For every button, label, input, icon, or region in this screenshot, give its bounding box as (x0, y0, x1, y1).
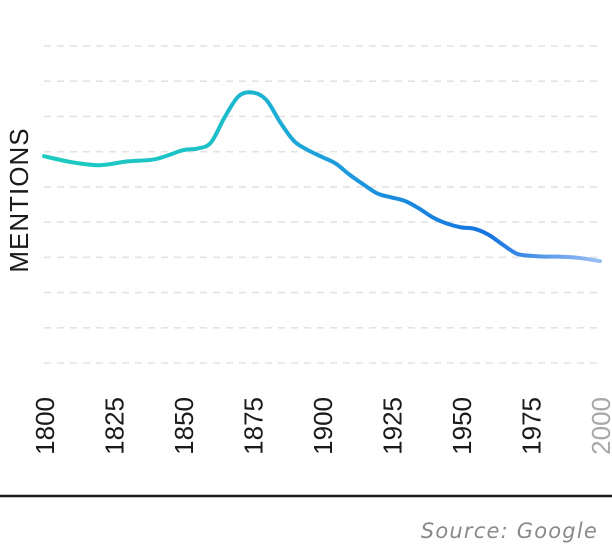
x-tick-label: 1900 (308, 397, 338, 455)
y-axis-title: MENTIONS (4, 127, 34, 272)
series-line (42, 90, 602, 264)
x-tick-label: 1825 (100, 397, 130, 455)
x-tick-label: 1925 (378, 397, 408, 455)
x-tick-label: 1800 (30, 397, 60, 455)
series-group (42, 90, 602, 264)
x-tick-label: 1975 (517, 397, 547, 455)
x-tick-label: 1875 (239, 397, 269, 455)
source-note: Source: Google (421, 519, 598, 543)
x-tick-label: 1950 (447, 397, 477, 455)
gridlines (44, 45, 600, 364)
x-tick-label: 2000 (586, 397, 612, 455)
x-tick-label: 1850 (169, 397, 199, 455)
x-tick-labels: 1800 1825 1850 1875 1900 1925 1950 1975 2000 (30, 397, 612, 455)
